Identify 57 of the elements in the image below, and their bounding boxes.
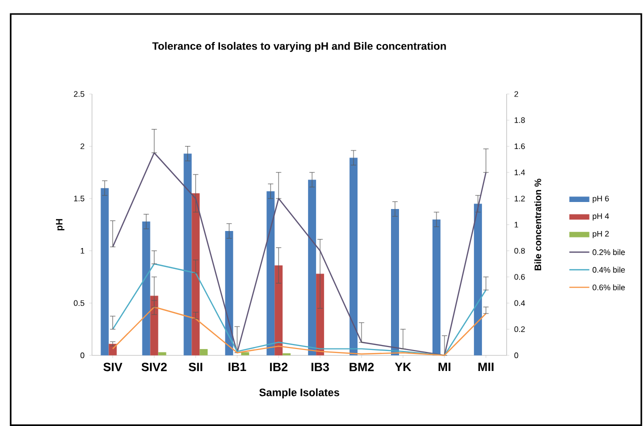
y-tick-label: 2.5 xyxy=(74,91,84,97)
y2-tick-label: 1.8 xyxy=(514,117,525,123)
x-tick-label: MI xyxy=(438,362,450,371)
bar xyxy=(316,274,324,356)
bar xyxy=(274,265,283,356)
legend-label: 0.4% bile xyxy=(592,266,625,273)
y2-tick-label: 1.4 xyxy=(514,170,525,176)
y-tick-label: 2 xyxy=(80,143,84,150)
y-tick-label: 1.5 xyxy=(74,196,84,202)
bar xyxy=(350,158,358,356)
bar xyxy=(150,296,158,356)
y-axis-title: pH xyxy=(56,219,64,230)
x-tick-label: YK xyxy=(394,362,412,371)
y2-tick-label: 0 xyxy=(514,352,518,358)
legend-label: 0.2% bile xyxy=(592,249,625,256)
y2-tick-label: 0.6 xyxy=(514,274,525,280)
bar xyxy=(225,230,234,356)
x-tick-label: MII xyxy=(478,362,494,371)
bar xyxy=(391,208,400,356)
legend-label: pH 6 xyxy=(592,196,609,203)
bar xyxy=(100,188,109,356)
x-tick-label: SII xyxy=(188,362,202,372)
bar xyxy=(200,349,208,356)
bar xyxy=(142,222,150,356)
y2-tick-label: 0.8 xyxy=(514,248,525,254)
legend-label: 0.6% bile xyxy=(592,284,625,290)
y-tick-label: 1 xyxy=(80,248,84,254)
x-tick-label: BM2 xyxy=(350,362,374,372)
line-series xyxy=(112,263,487,356)
bar xyxy=(432,219,440,356)
y2-tick-label: 1 xyxy=(514,222,518,228)
y2-axis-title: Bile concentration % xyxy=(534,178,542,270)
y-tick-label: 0 xyxy=(80,352,84,358)
y2-tick-label: 2 xyxy=(514,91,518,97)
x-axis-title: Sample Isolates xyxy=(259,388,340,398)
y2-tick-label: 1.6 xyxy=(514,143,525,150)
legend-label: pH 4 xyxy=(592,213,609,221)
y-tick-label: 0.5 xyxy=(74,300,84,306)
x-tick-label: IB3 xyxy=(312,362,329,372)
bar xyxy=(308,180,316,356)
y2-tick-label: 0.4 xyxy=(514,300,525,306)
bar xyxy=(241,352,250,356)
x-tick-label: SIV xyxy=(103,362,122,372)
y2-tick-label: 1.2 xyxy=(514,196,525,202)
bar xyxy=(192,193,200,356)
chart-title: Tolerance of Isolates to varying pH and Bile concentration xyxy=(152,42,446,52)
bar xyxy=(184,154,192,356)
line-series xyxy=(112,152,487,356)
line-series xyxy=(112,306,487,356)
bar xyxy=(158,352,166,356)
bar xyxy=(266,191,275,356)
bar xyxy=(474,204,482,356)
legend-label: pH 2 xyxy=(592,230,609,238)
x-tick-label: SIV2 xyxy=(142,362,167,372)
x-tick-label: IB2 xyxy=(270,362,288,372)
y2-tick-label: 0.2 xyxy=(514,326,525,332)
x-tick-label: IB1 xyxy=(228,362,246,371)
